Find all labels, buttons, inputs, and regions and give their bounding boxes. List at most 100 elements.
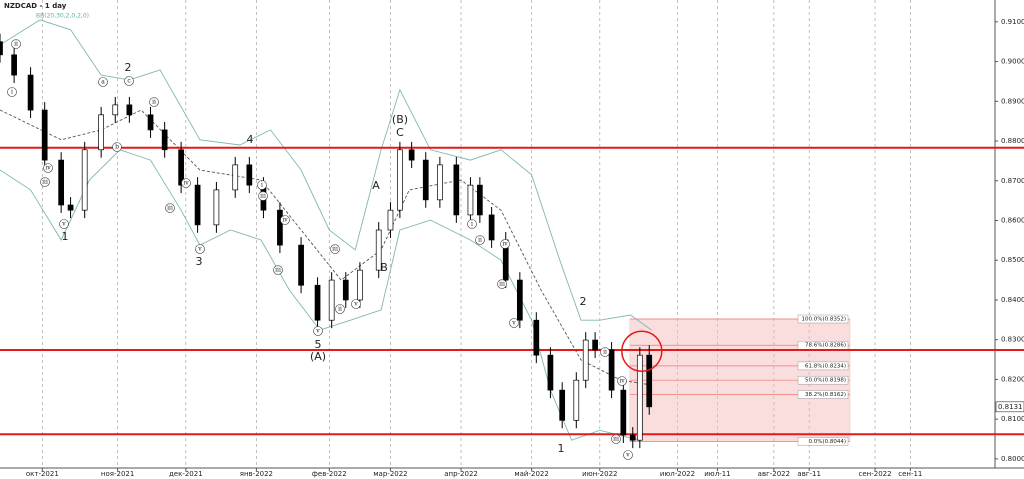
fib-label-box xyxy=(797,314,849,324)
wave-circle xyxy=(40,177,50,187)
x-tick-label: июл-11 xyxy=(704,470,730,478)
fib-label: 100.0%(0.8352) xyxy=(801,317,846,323)
wave-circle xyxy=(330,244,340,254)
candle-body xyxy=(422,159,429,201)
candle-body xyxy=(467,184,474,216)
candle-body xyxy=(547,354,554,391)
last-price-box xyxy=(995,401,1024,413)
wave-circle-label: b xyxy=(115,144,119,151)
candle-body xyxy=(629,434,636,441)
wave-circle-label: iii xyxy=(42,179,48,186)
wave-circle-label: i xyxy=(471,221,473,228)
candle-body xyxy=(0,41,3,56)
candle-body xyxy=(516,279,523,321)
y-tick-label: 0.9100 xyxy=(1001,18,1024,26)
wave-circle xyxy=(313,326,323,336)
band-line xyxy=(0,109,652,386)
x-tick-label: июн-2022 xyxy=(582,470,617,478)
highlight-circle xyxy=(621,330,663,372)
wave-circle xyxy=(500,239,510,249)
last-price-label: 0.8131 xyxy=(998,403,1023,411)
candle-body xyxy=(194,184,201,226)
band-line xyxy=(0,19,652,331)
y-tick-label: 0.8500 xyxy=(1001,256,1024,264)
wave-circle xyxy=(617,376,627,386)
candle-body xyxy=(342,279,349,301)
wave-circle-label: ii xyxy=(152,99,156,106)
wave-circle-label: v xyxy=(61,221,66,228)
candle-body xyxy=(112,104,119,116)
wave-label: 3 xyxy=(196,255,203,268)
wave-circle-label: iv xyxy=(619,378,625,385)
y-tick-label: 0.8900 xyxy=(1001,97,1024,105)
y-tick-label: 0.9000 xyxy=(1001,58,1024,66)
candle-body xyxy=(98,114,104,151)
fib-label: 50.0%(0.8198) xyxy=(805,378,846,384)
wave-label: A xyxy=(372,179,380,192)
x-tick-label: авг-2022 xyxy=(758,470,790,478)
x-tick-label: ноя-2021 xyxy=(101,470,134,478)
candle-body xyxy=(646,354,653,408)
indicator-label: BB(20,30,2,0,2,0) xyxy=(36,13,89,20)
wave-circle-label: iv xyxy=(45,165,51,172)
y-tick-label: 0.8700 xyxy=(1001,177,1024,185)
x-tick-label: фев-2022 xyxy=(312,470,347,478)
candle-body xyxy=(437,164,443,201)
wave-label: 5 xyxy=(315,338,322,351)
wave-circle-label: ii xyxy=(338,306,342,313)
wave-circle xyxy=(124,76,134,86)
wave-circle xyxy=(7,87,17,97)
wave-label: 2 xyxy=(580,295,587,308)
fib-label-box xyxy=(797,375,849,385)
y-tick-label: 0.8600 xyxy=(1001,216,1024,224)
x-tick-label: авг-11 xyxy=(797,470,821,478)
y-tick-label: 0.8000 xyxy=(1001,455,1024,463)
y-tick-label: 0.8100 xyxy=(1001,415,1024,423)
wave-circle-label: i xyxy=(11,89,13,96)
candle-body xyxy=(453,164,460,216)
wave-circle xyxy=(149,97,159,107)
candle-body xyxy=(533,319,540,356)
candle-body xyxy=(636,354,643,441)
candle-body xyxy=(213,189,220,226)
y-tick-label: 0.8800 xyxy=(1001,137,1024,145)
wave-circle-label: v xyxy=(511,320,516,327)
wave-circle xyxy=(351,299,361,309)
candle-body xyxy=(161,129,168,151)
wave-circle-label: iv xyxy=(282,217,288,224)
candle-body xyxy=(375,229,382,271)
wave-circle-label: v xyxy=(315,328,320,335)
wave-circle xyxy=(600,347,610,357)
wave-circle xyxy=(11,39,21,49)
wave-circle-label: ii xyxy=(478,237,482,244)
wave-circle xyxy=(509,318,519,328)
wave-circle xyxy=(181,178,191,188)
wave-circle-label: iii xyxy=(275,267,281,274)
x-tick-label: июл-2022 xyxy=(660,470,695,478)
wave-circle-label: iii xyxy=(332,246,338,253)
x-tick-label: апр-2022 xyxy=(444,470,478,478)
candle-body xyxy=(559,389,566,421)
wave-circle xyxy=(280,215,290,225)
wave-circle xyxy=(43,163,53,173)
x-tick-label: дек-2021 xyxy=(169,470,203,478)
wave-circle-label: iii xyxy=(167,205,173,212)
wave-circle-label: c xyxy=(127,78,131,85)
wave-circle xyxy=(335,304,345,314)
wave-label: 1 xyxy=(558,442,565,455)
candle-body xyxy=(620,389,627,436)
candle-body xyxy=(357,269,363,301)
wave-label: B xyxy=(380,261,388,274)
candle-body xyxy=(328,279,335,321)
wave-circle xyxy=(475,235,485,245)
x-tick-label: сен-2022 xyxy=(858,470,891,478)
wave-circle-label: v xyxy=(625,452,630,459)
candle-body xyxy=(314,284,321,321)
x-tick-label: мар-2022 xyxy=(373,470,407,478)
candle-body xyxy=(58,159,65,206)
candle-body xyxy=(178,149,184,186)
x-tick-label: окт-2021 xyxy=(26,470,59,478)
candle-body xyxy=(573,379,580,421)
